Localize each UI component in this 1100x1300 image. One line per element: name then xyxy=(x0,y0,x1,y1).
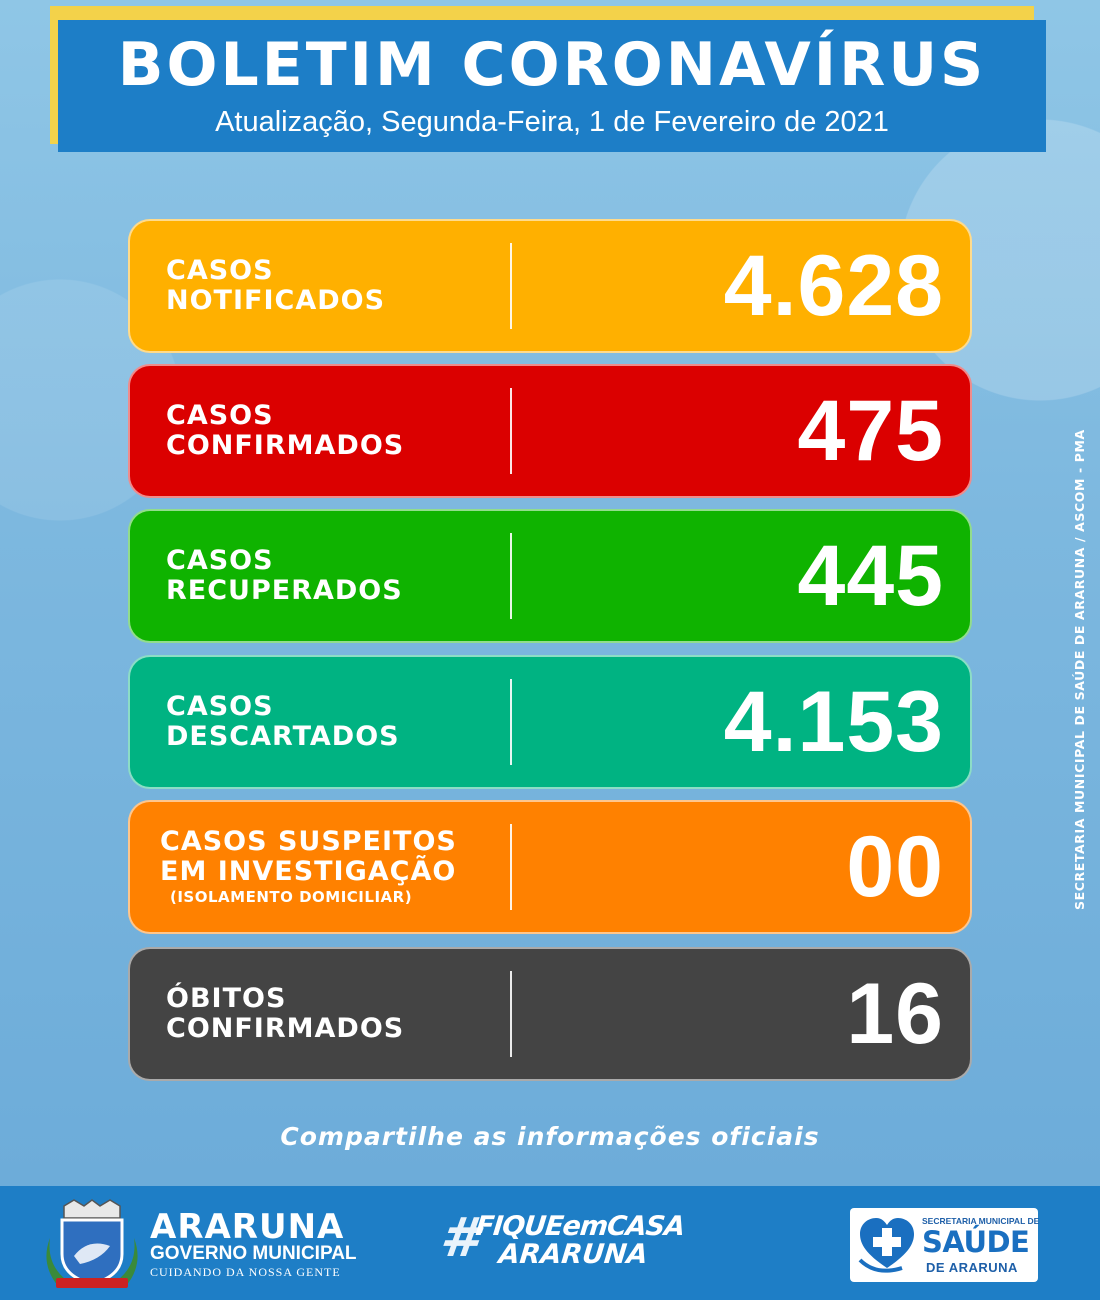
saude-logo: SECRETARIA MUNICIPAL DE SAÚDE DE ARARUNA xyxy=(850,1208,1040,1282)
page-title: BOLETIM CORONAVÍRUS xyxy=(117,30,987,100)
divider xyxy=(510,533,512,619)
stat-value: 475 xyxy=(797,382,944,479)
hashtag-logo: # FIQUEemCASA ARARUNA xyxy=(436,1206,685,1282)
stat-value: 16 xyxy=(846,965,944,1062)
divider xyxy=(510,388,512,474)
saude-subtitle: DE ARARUNA xyxy=(926,1260,1018,1275)
stat-label-line2: EM INVESTIGAÇÃO xyxy=(160,856,457,887)
header-banner: BOLETIM CORONAVÍRUS Atualização, Segunda… xyxy=(58,20,1046,152)
divider xyxy=(510,824,512,910)
hashtag-line2: ARARUNA xyxy=(497,1239,650,1270)
stat-label-line2: RECUPERADOS xyxy=(166,575,403,606)
araruna-name: ARARUNA xyxy=(150,1207,345,1247)
hashtag-line1: FIQUEemCASA xyxy=(474,1211,686,1242)
araruna-logo-text: ARARUNA GOVERNO MUNICIPAL CUIDANDO DA NO… xyxy=(150,1210,357,1280)
divider xyxy=(510,971,512,1057)
stat-card-suspeitos: CASOS SUSPEITOS EM INVESTIGAÇÃO (ISOLAME… xyxy=(128,800,972,934)
stat-card-notificados: CASOS NOTIFICADOS 4.628 xyxy=(128,219,972,353)
araruna-slogan: CUIDANDO DA NOSSA GENTE xyxy=(150,1265,341,1279)
stat-label: CASOS DESCARTADOS xyxy=(166,657,400,787)
stat-card-confirmados: CASOS CONFIRMADOS 475 xyxy=(128,364,972,498)
araruna-government: GOVERNO MUNICIPAL xyxy=(150,1243,357,1264)
stat-label: ÓBITOS CONFIRMADOS xyxy=(166,949,404,1079)
stat-label-line1: CASOS SUSPEITOS xyxy=(160,826,457,857)
heart-cross-icon xyxy=(858,1218,914,1273)
share-message: Compartilhe as informações oficiais xyxy=(280,1122,820,1151)
stat-label-line1: ÓBITOS xyxy=(166,983,287,1014)
stat-label-line1: CASOS xyxy=(166,691,274,722)
saude-title: SAÚDE xyxy=(922,1225,1030,1259)
stat-label: CASOS CONFIRMADOS xyxy=(166,366,404,496)
stat-label-line2: NOTIFICADOS xyxy=(166,285,386,316)
stat-label-line2: DESCARTADOS xyxy=(166,721,400,752)
stat-card-recuperados: CASOS RECUPERADOS 445 xyxy=(128,509,972,643)
stat-value: 445 xyxy=(797,527,944,624)
divider xyxy=(510,679,512,765)
stat-label: CASOS SUSPEITOS EM INVESTIGAÇÃO (ISOLAME… xyxy=(160,802,457,932)
araruna-coat-of-arms-icon xyxy=(46,1199,138,1288)
stat-value: 4.628 xyxy=(723,237,944,334)
stat-value: 00 xyxy=(846,818,944,915)
stat-card-descartados: CASOS DESCARTADOS 4.153 xyxy=(128,655,972,789)
stat-label-line2: CONFIRMADOS xyxy=(166,430,405,461)
stat-label-line1: CASOS xyxy=(166,255,274,286)
stat-label-line1: CASOS xyxy=(166,545,274,576)
stat-label: CASOS NOTIFICADOS xyxy=(166,221,385,351)
stat-label-line1: CASOS xyxy=(166,400,274,431)
divider xyxy=(510,243,512,329)
saude-small-text: SECRETARIA MUNICIPAL DE xyxy=(922,1216,1040,1226)
stat-label: CASOS RECUPERADOS xyxy=(166,511,403,641)
side-credit: SECRETARIA MUNICIPAL DE SAÚDE DE ARARUNA… xyxy=(1072,429,1087,910)
update-date: Atualização, Segunda-Feira, 1 de Feverei… xyxy=(215,106,889,138)
stat-value: 4.153 xyxy=(723,673,944,770)
stat-card-obitos: ÓBITOS CONFIRMADOS 16 xyxy=(128,947,972,1081)
stat-label-note: (ISOLAMENTO DOMICILIAR) xyxy=(170,888,413,906)
stat-label-line2: CONFIRMADOS xyxy=(166,1013,405,1044)
